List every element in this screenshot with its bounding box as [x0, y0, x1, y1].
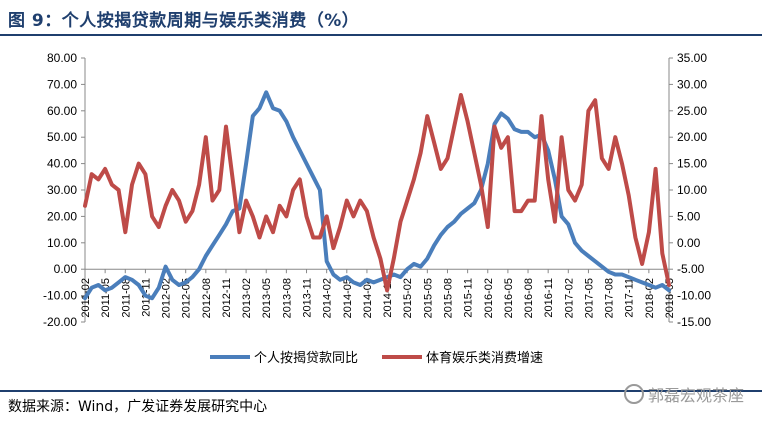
x-tick-label: 2014-02 — [322, 278, 334, 318]
y-right-tick-label: 5.00 — [677, 209, 701, 223]
y-left-tick-label: -20.00 — [43, 315, 77, 329]
y-left-tick-label: 30.00 — [47, 183, 77, 197]
y-right-tick-label: -15.00 — [677, 315, 711, 329]
title-rule — [0, 34, 762, 36]
x-tick-label: 2016-11 — [543, 278, 555, 318]
y-right-tick-label: 35.00 — [677, 51, 707, 65]
x-tick-label: 2012-05 — [181, 278, 193, 318]
x-tick-label: 2017-11 — [624, 278, 636, 318]
y-right-tick-label: 20.00 — [677, 130, 707, 144]
x-tick-label: 2012-02 — [161, 278, 173, 318]
y-left-tick-label: 0.00 — [54, 262, 78, 276]
x-tick-label: 2014-05 — [342, 278, 354, 318]
series-line-1 — [83, 90, 671, 301]
x-tick-label: 2017-02 — [563, 278, 575, 318]
x-tick-label: 2014-08 — [362, 278, 374, 318]
x-tick-label: 2017-05 — [583, 278, 595, 318]
y-right-tick-label: -10.00 — [677, 289, 711, 303]
wechat-icon — [623, 384, 644, 404]
y-left-tick-label: 40.00 — [47, 157, 77, 171]
x-tick-label: 2015-05 — [422, 278, 434, 318]
x-tick-label: 2015-11 — [463, 278, 475, 318]
x-tick-label: 2017-08 — [604, 278, 616, 318]
chart-area: 80.00 70.00 60.00 50.00 40.00 30.00 20.00 10.00… — [43, 51, 711, 366]
y-left-tick-label: -10.00 — [43, 289, 77, 303]
series-line-2 — [83, 93, 671, 293]
x-tick-label: 2012-08 — [201, 278, 213, 318]
y-right-tick-label: 15.00 — [677, 157, 707, 171]
watermark-text: 郭磊宏观茶座 — [647, 386, 744, 405]
source-rule — [0, 390, 762, 392]
legend-label-1: 个人按揭贷款同比 — [254, 351, 358, 366]
y-right-tick-label: -5.00 — [677, 262, 705, 276]
y-right-tick-label: 0.00 — [677, 236, 701, 250]
source-note: 数据来源：Wind，广发证券发展研究中心 — [8, 399, 268, 415]
x-tick-label: 2011-08 — [120, 278, 132, 318]
x-tick-label: 2015-02 — [402, 278, 414, 318]
y-left-tick-label: 10.00 — [47, 236, 77, 250]
x-tick-label: 2016-05 — [503, 278, 515, 318]
x-tick-label: 2013-02 — [241, 278, 253, 318]
x-tick-label: 2013-11 — [302, 278, 314, 318]
x-tick-label: 2016-02 — [483, 278, 495, 318]
y-left-tick-label: 70.00 — [47, 77, 77, 91]
x-tick-label: 2012-11 — [221, 278, 233, 318]
y-right-tick-label: 25.00 — [677, 104, 707, 118]
x-tick-label: 2015-08 — [442, 278, 454, 318]
y-right-tick-label: 30.00 — [677, 77, 707, 91]
y-left-tick-label: 60.00 — [47, 104, 77, 118]
x-tick-label: 2011-05 — [100, 278, 112, 318]
y-left-tick-label: 50.00 — [47, 130, 77, 144]
watermark: 郭磊宏观茶座 — [623, 382, 744, 406]
chart-title: 图 9：个人按揭贷款周期与娱乐类消费（%） — [8, 11, 360, 31]
legend-label-2: 体育娱乐类消费增速 — [426, 350, 543, 366]
y-left-tick-label: 20.00 — [47, 209, 77, 223]
x-tick-label: 2016-08 — [523, 278, 535, 318]
y-right-tick-label: 10.00 — [677, 183, 707, 197]
y-left-tick-label: 80.00 — [47, 51, 77, 65]
x-tick-label: 2013-05 — [261, 278, 273, 318]
x-tick-label: 2013-08 — [281, 278, 293, 318]
